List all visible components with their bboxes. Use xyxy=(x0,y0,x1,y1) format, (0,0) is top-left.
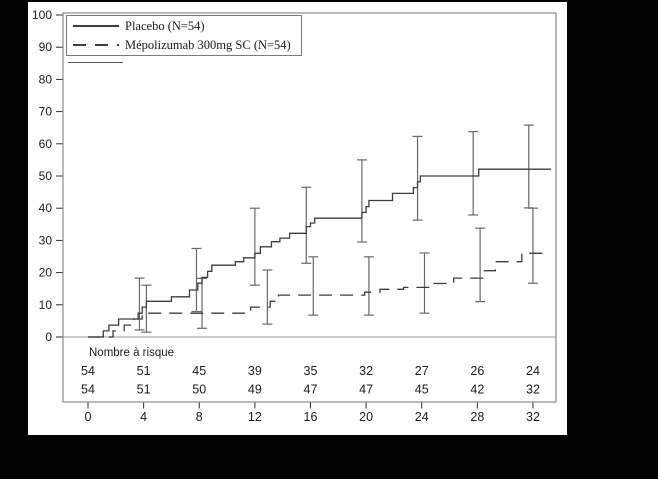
y-axis-tick-label: 10 xyxy=(39,298,53,312)
risk-count-placebo: 32 xyxy=(359,364,373,378)
risk-count-placebo: 35 xyxy=(304,364,318,378)
placebo-error-bar xyxy=(412,135,423,221)
y-axis-tick-label: 50 xyxy=(39,169,53,183)
risk-count-mepolizumab: 32 xyxy=(526,383,540,397)
risk-count-placebo: 51 xyxy=(137,364,151,378)
placebo-error-bar xyxy=(356,159,367,243)
x-axis-tick-label: 28 xyxy=(470,410,484,424)
y-axis-tick-label: 60 xyxy=(39,137,53,151)
x-axis-tick-label: 12 xyxy=(248,410,262,424)
risk-count-mepolizumab: 54 xyxy=(81,383,95,397)
risk-count-mepolizumab: 42 xyxy=(470,383,484,397)
y-axis-tick-label: 80 xyxy=(39,72,53,86)
x-axis-tick-label: 0 xyxy=(85,410,92,424)
y-axis-tick-label: 20 xyxy=(39,266,53,280)
x-axis-tick-label: 16 xyxy=(304,410,318,424)
plot-border xyxy=(62,12,557,403)
legend-entry-mepolizumab: Mépolizumab 300mg SC (N=54) xyxy=(73,37,301,54)
placebo-error-bar xyxy=(134,277,145,331)
x-axis-tick-label: 8 xyxy=(196,410,203,424)
y-axis-tick-label: 40 xyxy=(39,201,53,215)
x-axis-tick-label: 4 xyxy=(140,410,147,424)
mepolizumab-error-bar xyxy=(419,252,430,314)
mepolizumab-curve xyxy=(88,252,546,338)
x-axis-tick-label: 20 xyxy=(359,410,373,424)
risk-count-mepolizumab: 50 xyxy=(192,383,206,397)
risk-count-placebo: 26 xyxy=(470,364,484,378)
placebo-error-bar xyxy=(301,186,312,264)
y-axis-tick-label: 0 xyxy=(45,330,52,344)
dashed-line-sample-icon xyxy=(73,44,119,46)
legend-artifact-line xyxy=(68,62,123,63)
risk-count-placebo: 45 xyxy=(192,364,206,378)
y-axis-tick-label: 100 xyxy=(32,8,52,22)
risk-count-mepolizumab: 47 xyxy=(359,383,373,397)
placebo-error-bar xyxy=(191,247,202,313)
risk-count-mepolizumab: 45 xyxy=(415,383,429,397)
legend-label-mepolizumab: Mépolizumab 300mg SC (N=54) xyxy=(125,37,291,52)
legend-label-placebo: Placebo (N=54) xyxy=(125,18,205,33)
risk-count-mepolizumab: 49 xyxy=(248,383,262,397)
mepolizumab-error-bar xyxy=(363,256,374,316)
mepolizumab-error-bar xyxy=(475,227,486,303)
risk-table-title: Nombre à risque xyxy=(89,347,174,359)
risk-count-placebo: 27 xyxy=(415,364,429,378)
mepolizumab-error-bar xyxy=(262,269,273,325)
risk-count-mepolizumab: 51 xyxy=(137,383,151,397)
placebo-error-bar xyxy=(468,130,479,216)
mepolizumab-error-bar xyxy=(527,207,538,284)
risk-count-placebo: 54 xyxy=(81,364,95,378)
y-axis-tick-label: 30 xyxy=(39,233,53,247)
risk-count-placebo: 24 xyxy=(526,364,540,378)
y-axis-tick-label: 70 xyxy=(39,105,53,119)
placebo-error-bar xyxy=(249,207,260,286)
y-axis-tick-label: 90 xyxy=(39,40,53,54)
panel-background xyxy=(28,2,567,435)
risk-count-mepolizumab: 47 xyxy=(304,383,318,397)
risk-count-placebo: 39 xyxy=(248,364,262,378)
legend-entry-placebo: Placebo (N=54) xyxy=(73,18,301,35)
x-axis-tick-label: 24 xyxy=(415,410,429,424)
solid-line-sample-icon xyxy=(73,25,119,27)
placebo-curve xyxy=(88,168,551,338)
legend: Placebo (N=54) Mépolizumab 300mg SC (N=5… xyxy=(66,15,302,56)
x-axis-tick-label: 32 xyxy=(526,410,540,424)
mepolizumab-error-bar xyxy=(308,256,319,316)
mepolizumab-error-bar xyxy=(141,284,152,333)
